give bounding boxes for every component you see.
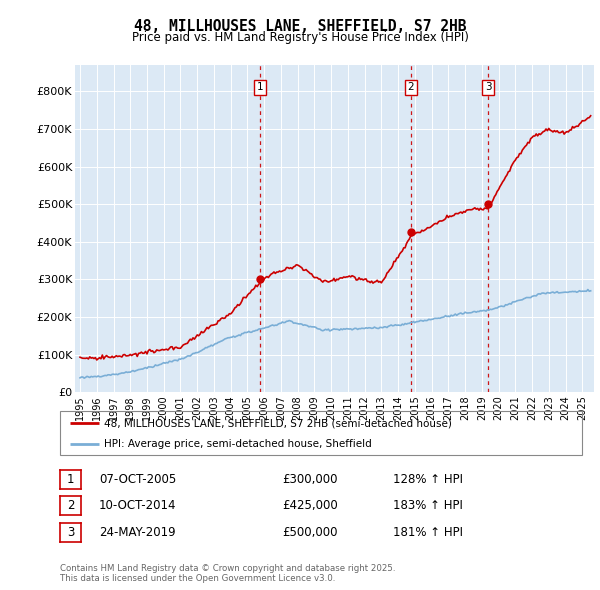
Text: 07-OCT-2005: 07-OCT-2005	[99, 473, 176, 486]
Text: Contains HM Land Registry data © Crown copyright and database right 2025.
This d: Contains HM Land Registry data © Crown c…	[60, 563, 395, 583]
Text: 2: 2	[67, 499, 74, 512]
Text: HPI: Average price, semi-detached house, Sheffield: HPI: Average price, semi-detached house,…	[104, 438, 372, 448]
Text: 181% ↑ HPI: 181% ↑ HPI	[393, 526, 463, 539]
Text: 183% ↑ HPI: 183% ↑ HPI	[393, 499, 463, 512]
Text: 24-MAY-2019: 24-MAY-2019	[99, 526, 176, 539]
Text: 128% ↑ HPI: 128% ↑ HPI	[393, 473, 463, 486]
Text: £500,000: £500,000	[282, 526, 337, 539]
Text: Price paid vs. HM Land Registry's House Price Index (HPI): Price paid vs. HM Land Registry's House …	[131, 31, 469, 44]
Text: £425,000: £425,000	[282, 499, 338, 512]
Text: 1: 1	[257, 83, 263, 93]
Text: 1: 1	[67, 473, 74, 486]
Text: 10-OCT-2014: 10-OCT-2014	[99, 499, 176, 512]
Text: 48, MILLHOUSES LANE, SHEFFIELD, S7 2HB (semi-detached house): 48, MILLHOUSES LANE, SHEFFIELD, S7 2HB (…	[104, 418, 452, 428]
Text: 3: 3	[67, 526, 74, 539]
Text: 2: 2	[407, 83, 415, 93]
Text: £300,000: £300,000	[282, 473, 337, 486]
Text: 3: 3	[485, 83, 491, 93]
Text: 48, MILLHOUSES LANE, SHEFFIELD, S7 2HB: 48, MILLHOUSES LANE, SHEFFIELD, S7 2HB	[134, 19, 466, 34]
